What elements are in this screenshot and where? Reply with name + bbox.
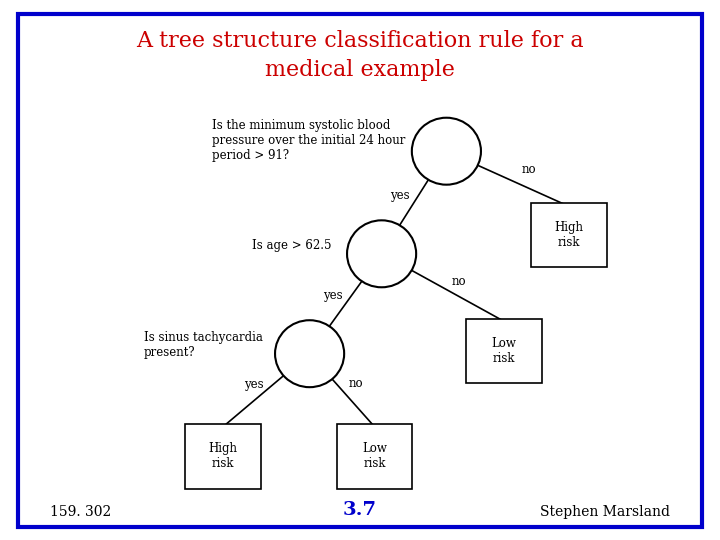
- FancyBboxPatch shape: [467, 319, 541, 383]
- Text: Is the minimum systolic blood
pressure over the initial 24 hour
period > 91?: Is the minimum systolic blood pressure o…: [212, 119, 406, 162]
- Ellipse shape: [412, 118, 481, 185]
- Text: A tree structure classification rule for a
medical example: A tree structure classification rule for…: [136, 30, 584, 80]
- FancyBboxPatch shape: [337, 424, 412, 489]
- Text: no: no: [452, 275, 467, 288]
- FancyBboxPatch shape: [531, 202, 606, 267]
- Text: 159. 302: 159. 302: [50, 505, 112, 519]
- FancyBboxPatch shape: [186, 424, 261, 489]
- Text: yes: yes: [390, 189, 410, 202]
- Ellipse shape: [347, 220, 416, 287]
- Text: Low
risk: Low risk: [492, 337, 516, 365]
- Text: High
risk: High risk: [554, 221, 583, 249]
- Text: Is sinus tachycardia
present?: Is sinus tachycardia present?: [144, 330, 263, 359]
- Ellipse shape: [275, 320, 344, 387]
- Text: yes: yes: [323, 289, 343, 302]
- Text: Stephen Marsland: Stephen Marsland: [539, 505, 670, 519]
- Text: no: no: [522, 163, 536, 176]
- Text: no: no: [348, 377, 363, 390]
- Text: 3.7: 3.7: [343, 502, 377, 519]
- Text: yes: yes: [243, 378, 264, 391]
- Text: Is age > 62.5: Is age > 62.5: [252, 239, 331, 252]
- Text: High
risk: High risk: [209, 442, 238, 470]
- Text: Low
risk: Low risk: [362, 442, 387, 470]
